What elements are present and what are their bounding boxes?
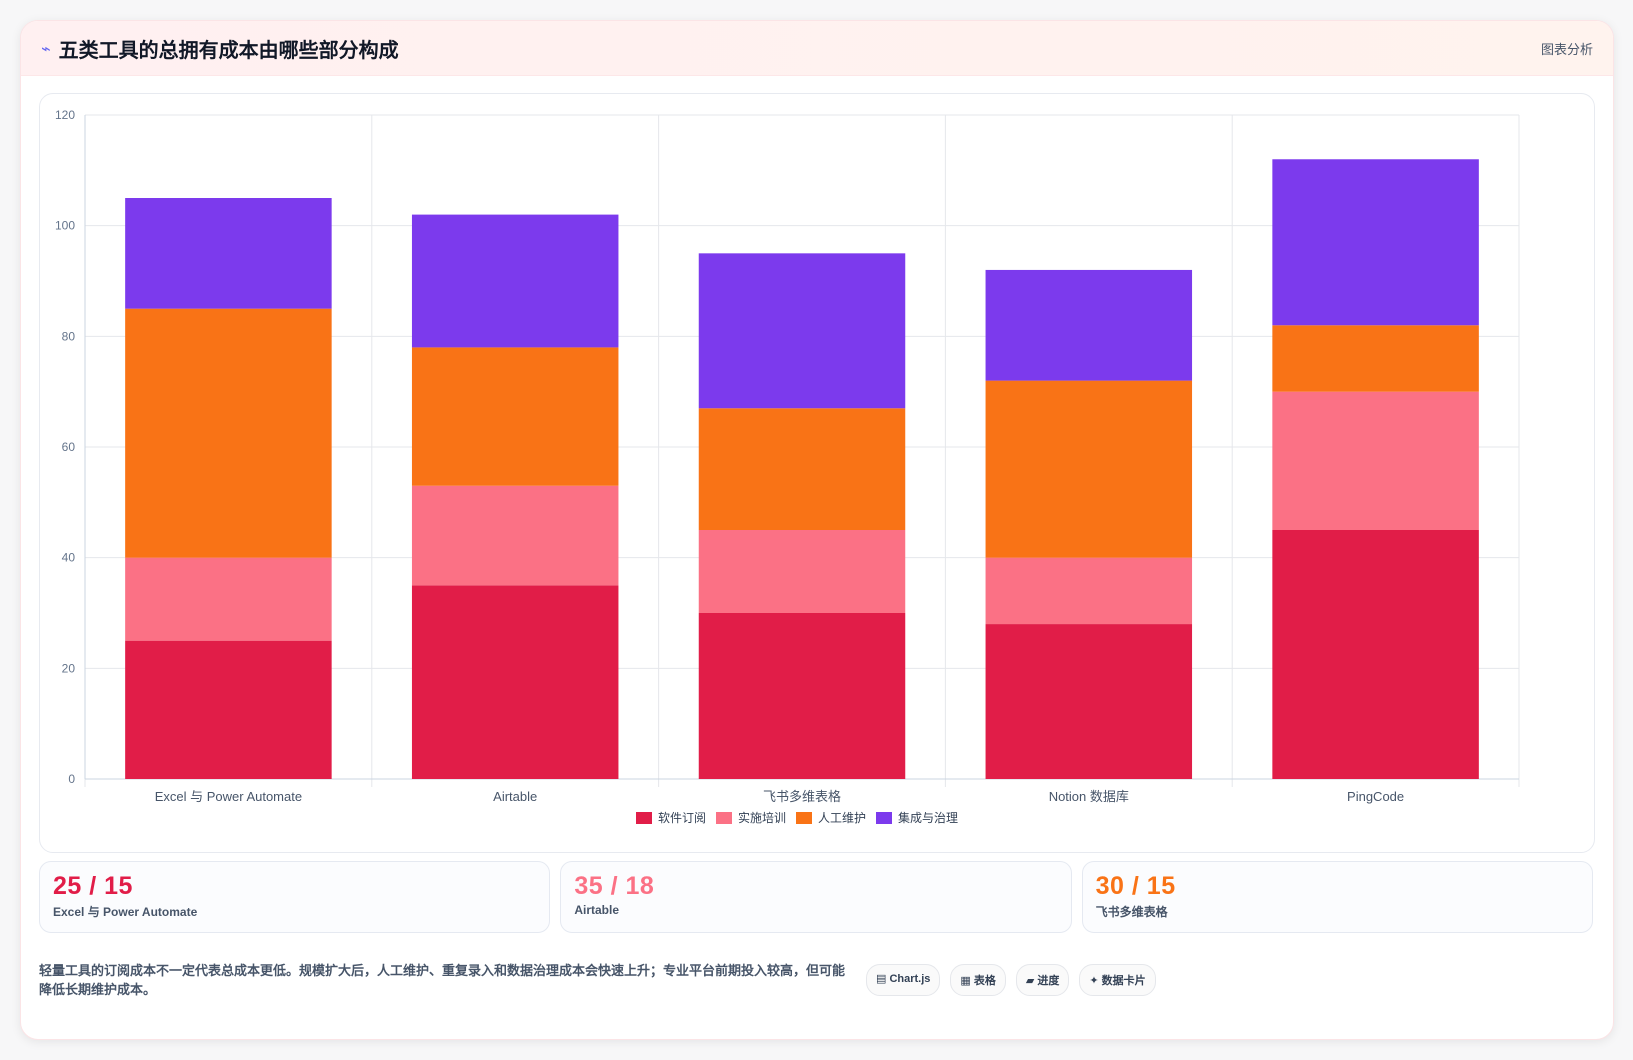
- tag-list: ▤ Chart.js ▦ 表格 ▰ 进度 ✦ 数据卡片: [866, 964, 1156, 996]
- stat-value: 30 / 15: [1095, 872, 1176, 900]
- card-header: ⌁ 五类工具的总拥有成本由哪些部分构成 图表分析: [21, 21, 1613, 76]
- bar-segment: [698, 613, 906, 779]
- legend-label: 人工维护: [818, 811, 866, 825]
- bar-segment: [985, 380, 1193, 558]
- card-title: 五类工具的总拥有成本由哪些部分构成: [58, 39, 399, 62]
- stat-cards: 25 / 15 Excel 与 Power Automate 35 / 18 A…: [39, 861, 1593, 933]
- y-tick-label: 40: [62, 551, 76, 565]
- legend-swatch: [796, 812, 812, 824]
- x-tick-label: PingCode: [1347, 789, 1404, 804]
- legend-swatch: [716, 812, 732, 824]
- chart-trend-icon: ⌁: [41, 38, 51, 58]
- x-tick-label: Airtable: [493, 789, 537, 804]
- bar-segment: [125, 308, 332, 558]
- bar-segment: [411, 347, 619, 486]
- y-tick-label: 0: [68, 772, 75, 786]
- bar-segment: [1272, 159, 1479, 326]
- stat-card-excel: 25 / 15 Excel 与 Power Automate: [39, 861, 551, 933]
- x-tick-label: Notion 数据库: [1049, 789, 1129, 804]
- legend-swatch: [876, 812, 892, 824]
- legend-label: 集成与治理: [898, 810, 958, 825]
- bar-segment: [411, 585, 619, 779]
- bar-segment: [698, 530, 906, 613]
- footer-description: 轻量工具的订阅成本不一定代表总成本更低。规模扩大后，人工维护、重复录入和数据治理…: [39, 963, 846, 997]
- y-tick-label: 60: [62, 440, 76, 454]
- bar-segment: [698, 408, 906, 530]
- x-tick-label: 飞书多维表格: [763, 789, 841, 804]
- bar-segment: [985, 557, 1193, 625]
- legend-swatch: [636, 812, 652, 824]
- stat-label: Excel 与 Power Automate: [53, 905, 198, 919]
- chart-analysis-link[interactable]: 图表分析: [1540, 41, 1593, 57]
- chart-card: ⌁ 五类工具的总拥有成本由哪些部分构成 图表分析 0 20 40 60 80 100 120…: [20, 20, 1614, 1040]
- bar-segment: [985, 269, 1193, 381]
- legend-label: 实施培训: [738, 810, 786, 825]
- tag-chartjs[interactable]: ▤ Chart.js: [866, 964, 941, 996]
- bar-segment: [1272, 325, 1479, 392]
- title-wrap: ⌁ 五类工具的总拥有成本由哪些部分构成: [41, 34, 399, 63]
- bar-segment: [125, 640, 332, 779]
- stat-card-feishu: 30 / 15 飞书多维表格: [1081, 861, 1593, 933]
- stat-label: 飞书多维表格: [1095, 905, 1168, 919]
- tag-table[interactable]: ▦ 表格: [950, 964, 1006, 996]
- y-tick-label: 100: [55, 219, 75, 233]
- bar-segment: [125, 198, 332, 309]
- chart-panel: 0 20 40 60 80 100 120 Excel 与 Power Automate Air…: [39, 93, 1595, 853]
- tag-data-card[interactable]: ✦ 数据卡片: [1079, 964, 1156, 996]
- x-tick-label: Excel 与 Power Automate: [155, 789, 302, 804]
- bar-segment: [411, 214, 619, 348]
- y-tick-label: 120: [55, 108, 75, 122]
- footer: 轻量工具的订阅成本不一定代表总成本更低。规模扩大后，人工维护、重复录入和数据治理…: [39, 945, 1593, 1015]
- bar-segment: [1272, 530, 1479, 779]
- bar-segment: [698, 253, 906, 409]
- bar-segment: [125, 557, 332, 641]
- stat-label: Airtable: [574, 903, 620, 917]
- y-tick-label: 20: [62, 661, 76, 675]
- bar-segment: [1272, 391, 1479, 530]
- stat-value: 25 / 15: [53, 872, 133, 900]
- legend-label: 软件订阅: [658, 811, 706, 825]
- y-tick-label: 80: [62, 329, 76, 343]
- stat-card-airtable: 35 / 18 Airtable: [560, 861, 1072, 933]
- bar-segment: [411, 485, 619, 586]
- bar-segment: [985, 624, 1193, 779]
- tag-progress[interactable]: ▰ 进度: [1015, 964, 1070, 996]
- stat-value: 35 / 18: [574, 872, 655, 900]
- stacked-bar-chart: 0 20 40 60 80 100 120 Excel 与 Power Automate Air…: [55, 108, 1520, 825]
